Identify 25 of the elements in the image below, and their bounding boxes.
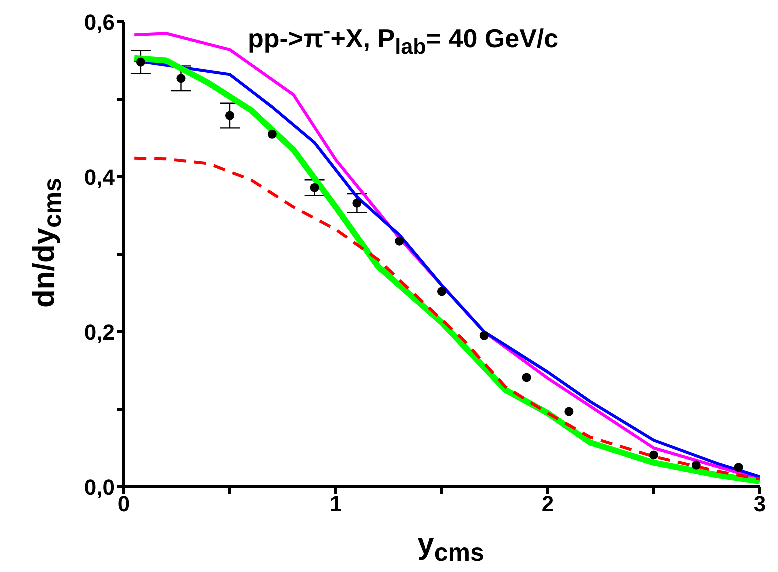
x-tick-label: 2 [542, 492, 554, 517]
x-tick-label: 1 [330, 492, 342, 517]
x-tick-label: 0 [118, 492, 130, 517]
point [310, 183, 320, 192]
point [268, 130, 277, 139]
point [395, 236, 404, 246]
point [352, 198, 362, 208]
y-tick-label: 0,6 [84, 10, 115, 35]
point [437, 287, 447, 296]
point [176, 74, 186, 84]
line-series [133, 156, 760, 481]
point [692, 460, 701, 470]
y-tick-label: 0,0 [84, 474, 115, 500]
x-axis-title: y$_{cms}$ [416, 528, 486, 568]
point [564, 407, 574, 416]
point [734, 463, 744, 472]
point [480, 331, 489, 340]
y-tick-label: 0,4 [84, 164, 116, 190]
chart-title: pp->π$^{-}$+X, P$_{lab}$= 40 GeV/c [248, 18, 559, 60]
point [136, 58, 146, 67]
x-tick-label: 3 [754, 492, 766, 517]
y-tick-label: 0,2 [84, 320, 115, 345]
point [522, 373, 532, 382]
point [649, 450, 659, 460]
point [225, 111, 235, 120]
